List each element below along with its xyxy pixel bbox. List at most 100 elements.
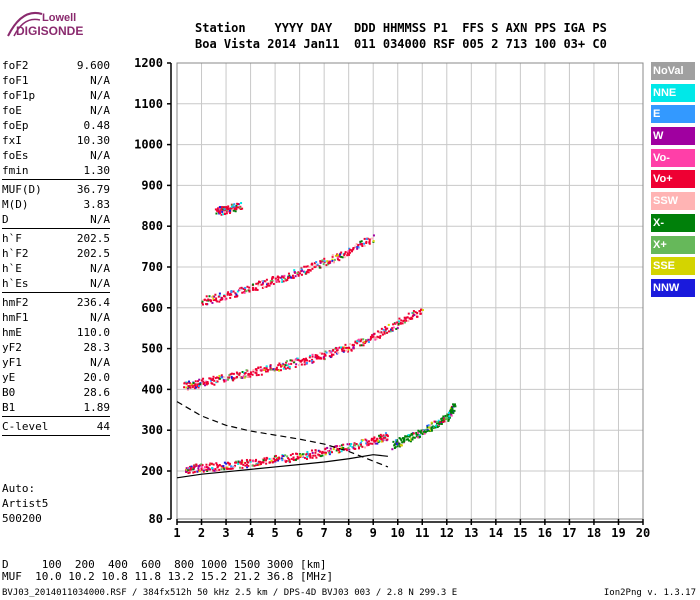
trace-dot [328, 262, 331, 265]
trace-dot [259, 366, 262, 369]
scaled-parameters-panel: foF2 9.600 foF1 N/A foF1p N/A foE N/A foEp 0.48 fx… [2, 58, 110, 438]
trace-dot [257, 280, 260, 283]
trace-dot [221, 298, 224, 301]
trace-dot [434, 426, 437, 429]
trace-dot [227, 210, 230, 213]
trace-dot [340, 255, 343, 258]
trace-dot [188, 386, 191, 389]
trace-dot [234, 210, 237, 213]
trace-dot [241, 291, 244, 294]
trace-dot [254, 371, 257, 374]
trace-dot [241, 370, 244, 373]
trace-dot [379, 336, 382, 339]
trace-dot [340, 444, 343, 447]
trace-dot [440, 417, 443, 420]
trace-dot [305, 271, 308, 274]
trace-dot [442, 415, 445, 418]
trace-dot [200, 466, 203, 469]
trace-dot [225, 292, 228, 295]
trace-dot [395, 441, 398, 444]
chart-axes [167, 62, 644, 525]
trace-dot [393, 447, 396, 450]
trace-dot [275, 459, 278, 462]
trace-dot [185, 381, 188, 384]
trace-dot [412, 436, 415, 439]
trace-dot [372, 234, 375, 237]
trace-dot [392, 326, 395, 329]
trace-dot [448, 415, 451, 418]
trace-dot [396, 443, 399, 446]
trace-dot [350, 249, 353, 252]
trace-dot [296, 357, 299, 360]
trace-dot [300, 269, 303, 272]
trace-dot [239, 376, 242, 379]
trace-dot [183, 382, 186, 385]
trace-dot [227, 462, 230, 465]
trace-dot [373, 332, 376, 335]
trace-dot [242, 287, 245, 290]
trace-dot [407, 319, 410, 322]
trace-dot [420, 429, 423, 432]
trace-dot [403, 439, 406, 442]
trace-dot [277, 459, 280, 462]
legend-item-xm: X+ [651, 235, 695, 254]
trace-dot [391, 448, 394, 451]
trace-dot [200, 379, 203, 382]
chart-tick-labels: 1 2 3 4 5 6 7 8 9 10 11 12 13 14 15 16 17 18 19 20802003004… [134, 56, 650, 540]
trace-dot [215, 299, 218, 302]
trace-dot [191, 386, 194, 389]
trace-dot [249, 459, 252, 462]
trace-dot [285, 360, 288, 363]
trace-dot [209, 468, 212, 471]
trace-dot [201, 301, 204, 304]
trace-dot [278, 369, 281, 372]
trace-dot [189, 468, 192, 471]
trace-dot [325, 351, 328, 354]
trace-dot [228, 374, 231, 377]
trace-dot [330, 355, 333, 358]
trace-dot [308, 265, 311, 268]
trace-dot [417, 436, 420, 439]
trace-dot [434, 424, 437, 427]
trace-dot [314, 265, 317, 268]
auto-artist: Artist5 [2, 497, 49, 510]
trace-dot [409, 440, 412, 443]
param-value: N/A [90, 262, 110, 275]
trace-dot [244, 375, 247, 378]
trace-dot [336, 258, 339, 261]
x-tick-label: 19 [611, 526, 625, 540]
trace-dot [358, 340, 361, 343]
trace-dot [346, 443, 349, 446]
trace-dot [202, 383, 205, 386]
trace-dot [289, 276, 292, 279]
trace-dot [215, 212, 218, 215]
trace-dot [320, 352, 323, 355]
trace-dot [313, 262, 316, 265]
trace-dot [367, 338, 370, 341]
trace-dot [232, 372, 235, 375]
trace-dot [275, 366, 278, 369]
trace-dot [212, 297, 215, 300]
trace-dot [229, 296, 232, 299]
trace-dot [353, 344, 356, 347]
trace-dot [308, 454, 311, 457]
y-tick-label: 200 [141, 464, 163, 478]
trace-dot [271, 457, 274, 460]
trace-dot [432, 425, 435, 428]
trace-dot [246, 461, 249, 464]
trace-dot [200, 468, 203, 471]
trace-dot [414, 311, 417, 314]
param-row-yf2: yF2 28.3 [2, 340, 110, 355]
trace-dot [364, 438, 367, 441]
trace-dot [323, 357, 326, 360]
trace-dot [249, 375, 252, 378]
trace-dot [367, 341, 370, 344]
trace-dot [394, 322, 397, 325]
trace-dot [220, 376, 223, 379]
trace-dot [195, 464, 198, 467]
trace-dot [187, 385, 190, 388]
trace-dot [347, 348, 350, 351]
trace-dot [287, 363, 290, 366]
trace-dot [186, 381, 189, 384]
trace-dot [282, 280, 285, 283]
